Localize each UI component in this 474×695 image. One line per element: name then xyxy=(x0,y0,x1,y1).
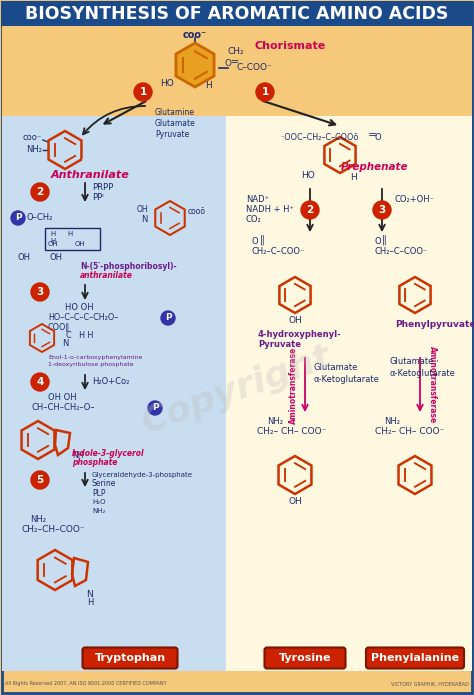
Text: H: H xyxy=(205,81,212,90)
Circle shape xyxy=(148,401,162,415)
Text: P: P xyxy=(15,213,21,222)
Text: NH₂: NH₂ xyxy=(267,418,283,427)
Text: N-(5′-phosphoribosyl)-: N-(5′-phosphoribosyl)- xyxy=(80,262,177,271)
Circle shape xyxy=(256,83,274,101)
Text: N: N xyxy=(62,338,68,348)
Text: coo⁻: coo⁻ xyxy=(23,133,42,142)
Text: HO: HO xyxy=(160,79,174,88)
Text: cooõ: cooõ xyxy=(188,208,206,217)
Text: Tryptophan: Tryptophan xyxy=(94,653,165,663)
Text: PRPP: PRPP xyxy=(92,183,113,193)
Text: 2: 2 xyxy=(306,205,314,215)
Text: Aminotransferase: Aminotransferase xyxy=(289,346,298,424)
Text: O–CH₂: O–CH₂ xyxy=(27,213,54,222)
Text: NH: NH xyxy=(72,452,83,461)
Text: H: H xyxy=(50,231,55,237)
Circle shape xyxy=(373,201,391,219)
Text: NAD⁺: NAD⁺ xyxy=(246,195,269,204)
Text: CH₂–C–COO⁻: CH₂–C–COO⁻ xyxy=(252,247,305,256)
FancyBboxPatch shape xyxy=(82,648,177,669)
Text: CO₂+OH⁻: CO₂+OH⁻ xyxy=(395,195,435,204)
Text: OH: OH xyxy=(18,254,31,263)
Text: COO‖: COO‖ xyxy=(48,323,70,332)
Circle shape xyxy=(31,283,49,301)
Text: Glyceraldehyde-3-phosphate: Glyceraldehyde-3-phosphate xyxy=(92,472,193,478)
Text: Enol-1-o-carboxyphenylamine: Enol-1-o-carboxyphenylamine xyxy=(48,355,142,360)
Circle shape xyxy=(301,201,319,219)
Text: 4: 4 xyxy=(36,377,44,387)
Text: =: = xyxy=(368,130,377,140)
Text: OH: OH xyxy=(288,497,302,506)
Text: =: = xyxy=(231,57,239,67)
Text: CH₂– CH– COO⁻: CH₂– CH– COO⁻ xyxy=(257,427,327,436)
Circle shape xyxy=(31,183,49,201)
Text: Phenylalanine: Phenylalanine xyxy=(371,653,459,663)
Text: C–COO⁻: C–COO⁻ xyxy=(237,63,273,72)
Circle shape xyxy=(134,83,152,101)
Text: 5: 5 xyxy=(36,475,44,485)
Text: CO₂: CO₂ xyxy=(246,215,262,224)
Text: 4-hydroxyphenyl-: 4-hydroxyphenyl- xyxy=(258,330,342,339)
Text: Pyruvate: Pyruvate xyxy=(258,340,301,349)
Text: OH: OH xyxy=(137,206,148,215)
Text: 2: 2 xyxy=(36,187,44,197)
Text: CH₂– CH– COO⁻: CH₂– CH– COO⁻ xyxy=(375,427,444,436)
Text: 1-deoxyribulose phosphate: 1-deoxyribulose phosphate xyxy=(48,362,134,367)
Text: NH₂: NH₂ xyxy=(384,418,400,427)
Text: anthranilate: anthranilate xyxy=(80,271,133,280)
Text: O: O xyxy=(375,133,382,142)
Text: BIOSYNTHESIS OF AROMATIC AMINO ACIDS: BIOSYNTHESIS OF AROMATIC AMINO ACIDS xyxy=(25,5,449,23)
Text: O: O xyxy=(375,238,382,247)
Text: H₂O: H₂O xyxy=(92,499,106,505)
Text: CH₂–CH–COO⁻: CH₂–CH–COO⁻ xyxy=(22,525,86,534)
Text: OH: OH xyxy=(50,254,63,263)
Text: All Rights Reserved 2007. AN ISO 9001:2000 CERTIFIED COMPANY: All Rights Reserved 2007. AN ISO 9001:20… xyxy=(5,682,167,687)
Text: ⁻OOC–CH₂–C–COOõ: ⁻OOC–CH₂–C–COOõ xyxy=(280,133,358,142)
Polygon shape xyxy=(176,43,214,87)
Text: N: N xyxy=(142,215,148,224)
Text: 3: 3 xyxy=(378,205,386,215)
Circle shape xyxy=(31,373,49,391)
Text: CH₂: CH₂ xyxy=(228,47,245,56)
Text: α-Ketoglutarate: α-Ketoglutarate xyxy=(314,375,380,384)
FancyBboxPatch shape xyxy=(2,26,472,116)
Text: PLP: PLP xyxy=(92,489,106,498)
Text: CH₂–C–COO⁻: CH₂–C–COO⁻ xyxy=(375,247,428,256)
Text: NH₂: NH₂ xyxy=(26,145,42,154)
Text: NH₂: NH₂ xyxy=(92,508,105,514)
Text: NH₂: NH₂ xyxy=(30,516,46,525)
Text: O: O xyxy=(225,58,231,67)
Text: H: H xyxy=(67,231,73,237)
Text: H₂O+Co₂: H₂O+Co₂ xyxy=(92,377,129,386)
Text: VICTORY GRAPHIK, HYDERABAD: VICTORY GRAPHIK, HYDERABAD xyxy=(391,682,469,687)
Text: Serine: Serine xyxy=(92,480,117,489)
Text: 1: 1 xyxy=(261,87,269,97)
Text: Glutamine
Glutamate
Pyruvate: Glutamine Glutamate Pyruvate xyxy=(155,108,196,139)
Text: Phenylpyruvate: Phenylpyruvate xyxy=(395,320,474,329)
Text: H: H xyxy=(350,174,357,183)
Text: NADH + H⁺: NADH + H⁺ xyxy=(246,206,294,215)
Text: Chorismate: Chorismate xyxy=(255,41,326,51)
Text: N: N xyxy=(87,590,93,599)
Text: Tyrosine: Tyrosine xyxy=(279,653,331,663)
Text: PPᴵ: PPᴵ xyxy=(92,193,104,202)
Text: H: H xyxy=(87,598,93,607)
FancyBboxPatch shape xyxy=(366,648,464,669)
Text: OH: OH xyxy=(75,241,85,247)
Text: HO: HO xyxy=(301,172,315,181)
Text: CH–CH–CH₂–O–: CH–CH–CH₂–O– xyxy=(32,404,96,413)
Text: P: P xyxy=(152,404,158,413)
Text: C   H H: C H H xyxy=(66,331,93,339)
Text: Prephenate: Prephenate xyxy=(341,162,409,172)
Text: phosphate: phosphate xyxy=(72,458,118,467)
Text: OH: OH xyxy=(288,316,302,325)
FancyBboxPatch shape xyxy=(226,116,472,671)
Text: Indole-3-glycerol: Indole-3-glycerol xyxy=(72,449,145,458)
Circle shape xyxy=(31,471,49,489)
Circle shape xyxy=(11,211,25,225)
Circle shape xyxy=(161,311,175,325)
Text: H: H xyxy=(50,238,55,244)
Text: 3: 3 xyxy=(36,287,44,297)
Text: Copyright: Copyright xyxy=(137,340,337,440)
